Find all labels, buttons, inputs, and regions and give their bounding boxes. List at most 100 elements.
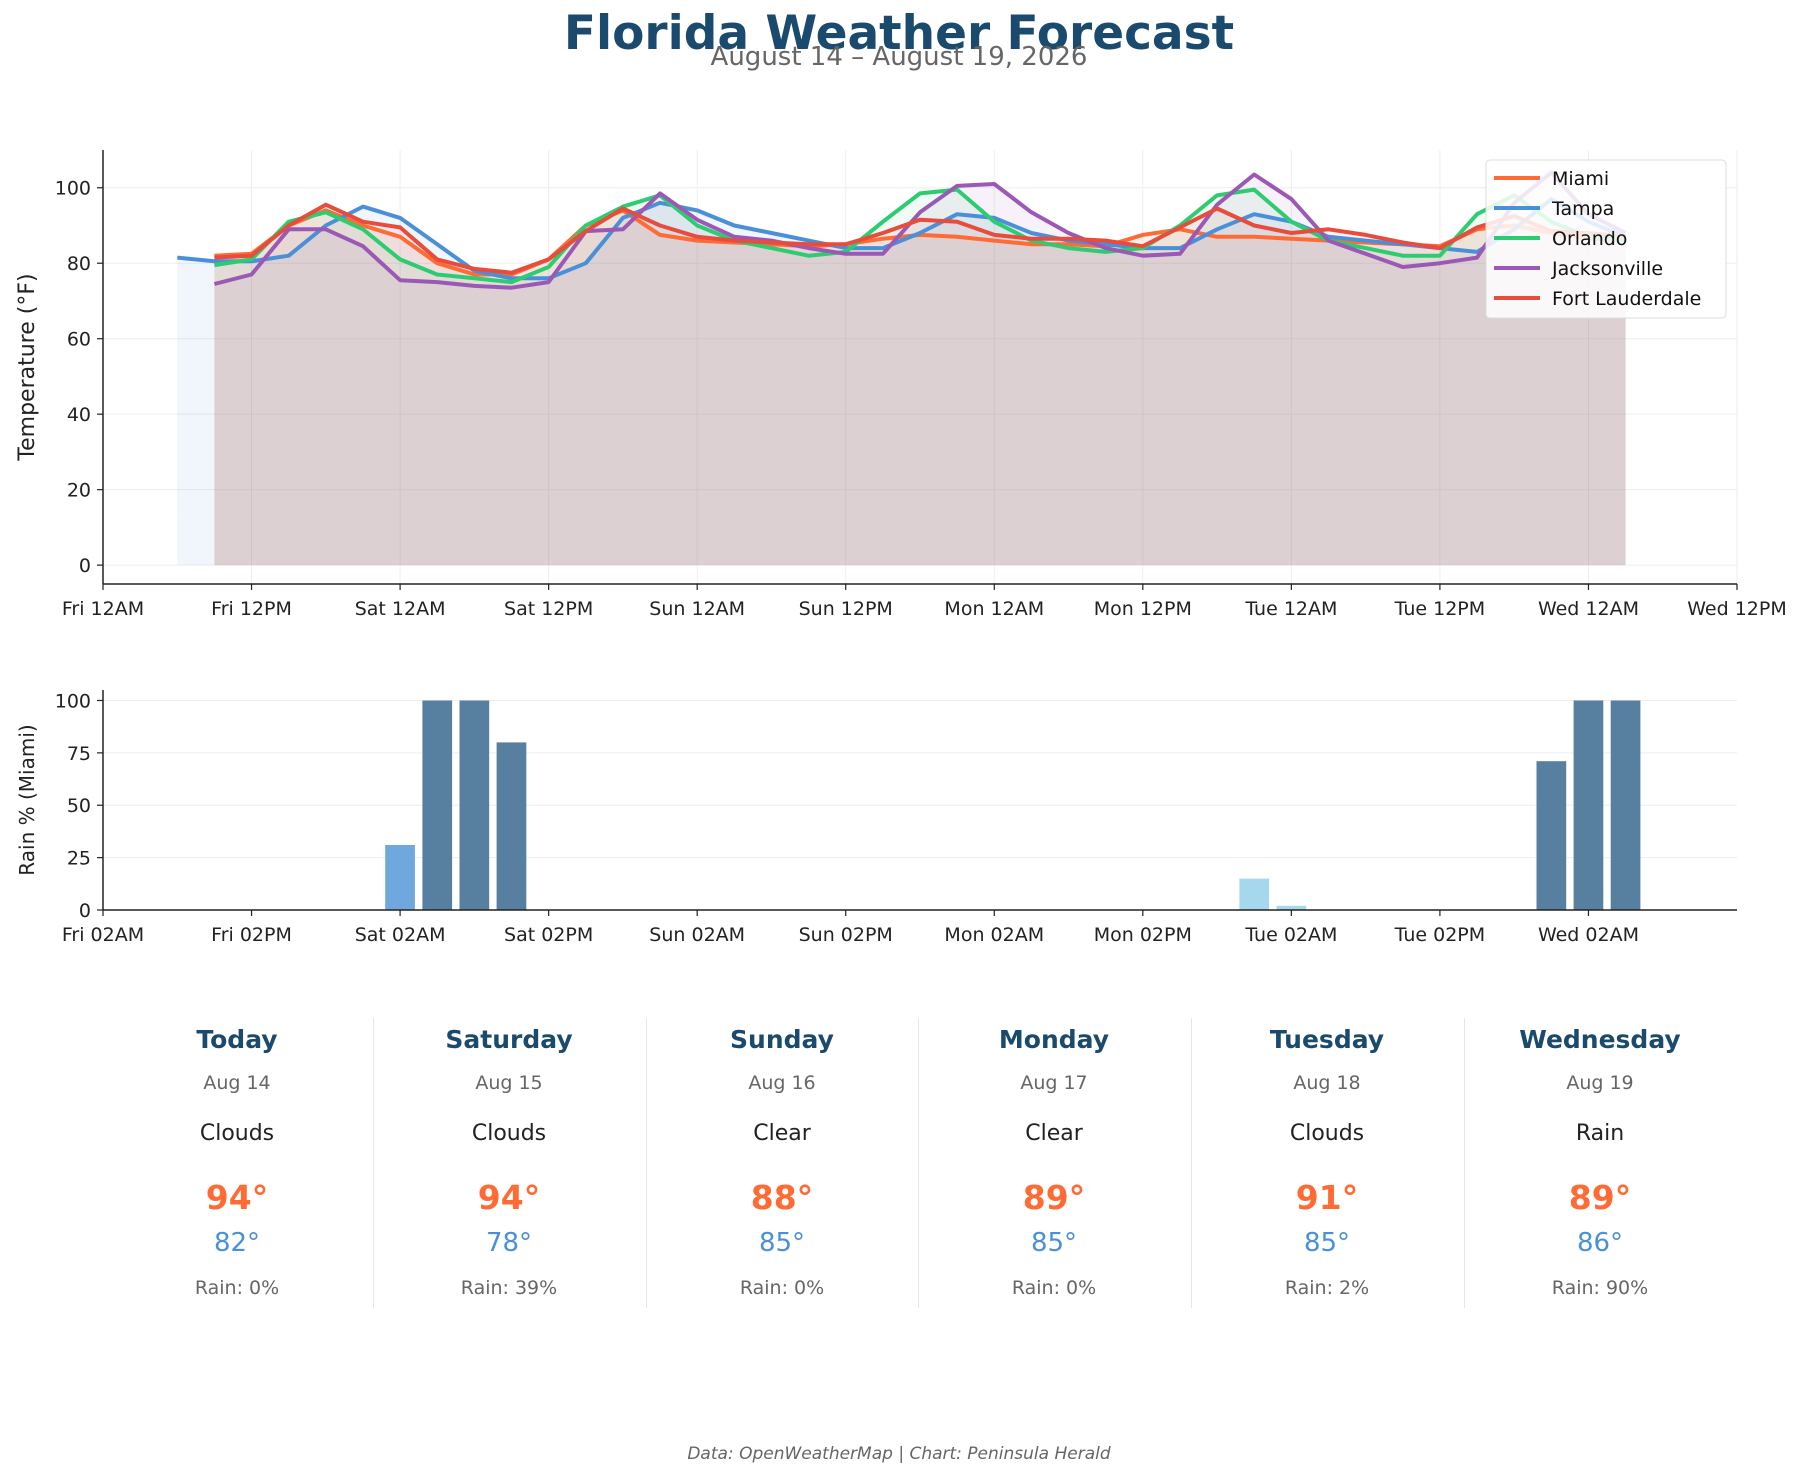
forecast-condition: Clouds: [471, 1121, 547, 1146]
y-tick-label: 80: [67, 253, 91, 275]
source-footer: Data: OpenWeatherMap | Chart: Peninsula …: [687, 1444, 1111, 1464]
forecast-day: Monday: [998, 1025, 1110, 1054]
legend-label: Orlando: [1552, 228, 1627, 250]
x-tick-label: Sun 12PM: [799, 598, 893, 620]
forecast-condition: Clear: [753, 1121, 811, 1146]
y-tick-label: 25: [67, 848, 91, 870]
legend-label: Fort Lauderdale: [1552, 288, 1701, 310]
x-tick-label: Wed 12AM: [1538, 598, 1639, 620]
forecast-condition: Clouds: [1289, 1121, 1365, 1146]
y-tick-label: 60: [67, 329, 91, 351]
forecast-high: 89°: [1568, 1178, 1632, 1217]
x-tick-label: Tue 12PM: [1394, 598, 1486, 620]
y-axis-label: Temperature (°F): [15, 273, 40, 461]
rain-bar: [1610, 700, 1641, 910]
forecast-card-day-1: Today Aug 14 Clouds 94° 82° Rain: 0%: [101, 1015, 373, 1310]
y-tick-label: 0: [79, 900, 91, 922]
x-tick-label: Sat 02PM: [504, 924, 593, 946]
forecast-rain: Rain: 0%: [739, 1277, 825, 1299]
forecast-high: 94°: [477, 1178, 541, 1217]
forecast-high: 91°: [1295, 1178, 1359, 1217]
series-area: [214, 210, 1626, 566]
x-tick-label: Mon 12AM: [944, 598, 1044, 620]
forecast-day: Today: [196, 1025, 278, 1054]
y-axis-label: Rain % (Miami): [15, 724, 39, 875]
forecast-card-day-6: Wednesday Aug 19 Rain 89° 86° Rain: 90%: [1464, 1015, 1736, 1310]
forecast-low: 85°: [1030, 1228, 1078, 1258]
rain-bar: [1573, 700, 1604, 910]
forecast-rain: Rain: 0%: [194, 1277, 280, 1299]
forecast-card-day-3: Sunday Aug 16 Clear 88° 85° Rain: 0%: [646, 1015, 918, 1310]
x-tick-label: Mon 02PM: [1094, 924, 1192, 946]
legend-label: Tampa: [1551, 198, 1614, 220]
forecast-day: Wednesday: [1519, 1025, 1681, 1054]
y-tick-label: 0: [79, 555, 91, 577]
card-divider: [646, 1018, 647, 1308]
card-divider: [918, 1018, 919, 1308]
x-tick-label: Tue 02AM: [1244, 924, 1337, 946]
x-tick-label: Sun 02PM: [799, 924, 893, 946]
forecast-date: Aug 17: [1020, 1072, 1088, 1094]
y-tick-label: 50: [67, 795, 91, 817]
rain-bar: [1239, 878, 1270, 910]
series-area: [214, 204, 1626, 566]
forecast-rain: Rain: 2%: [1284, 1277, 1370, 1299]
chart-subtitle: August 14 – August 19, 2026: [710, 42, 1088, 72]
series-line: [177, 197, 1627, 281]
x-tick-label: Fri 02PM: [211, 924, 292, 946]
card-divider: [1464, 1018, 1465, 1308]
forecast-date: Aug 14: [203, 1072, 271, 1094]
daily-forecast-panel: Today Aug 14 Clouds 94° 82° Rain: 0% Sat…: [101, 1015, 1737, 1310]
forecast-rain: Rain: 0%: [1011, 1277, 1097, 1299]
x-tick-label: Sun 12AM: [649, 598, 745, 620]
x-tick-label: Tue 12AM: [1244, 598, 1337, 620]
forecast-date: Aug 19: [1566, 1072, 1634, 1094]
x-tick-label: Fri 02AM: [62, 924, 144, 946]
x-tick-label: Sat 12AM: [355, 598, 446, 620]
forecast-rain: Rain: 90%: [1551, 1277, 1649, 1299]
forecast-day: Saturday: [445, 1025, 573, 1054]
forecast-high: 88°: [750, 1178, 814, 1217]
rain-chart: 0 25 50 75 100 Fri 02AM Fri 02PM Sat 02AM Sat 02…: [15, 690, 1737, 946]
legend: Miami Tampa Orlando Jacksonville Fort Lauder…: [1485, 159, 1727, 319]
y-tick-label: 75: [67, 743, 91, 765]
rain-bar: [1276, 905, 1307, 910]
forecast-high: 89°: [1022, 1178, 1086, 1217]
y-tick-label: 100: [55, 178, 91, 200]
card-divider: [1191, 1018, 1192, 1308]
x-tick-label: Sun 02AM: [649, 924, 745, 946]
forecast-rain: Rain: 39%: [460, 1277, 558, 1299]
forecast-low: 85°: [758, 1228, 806, 1258]
forecast-date: Aug 18: [1293, 1072, 1361, 1094]
forecast-day: Tuesday: [1269, 1025, 1385, 1054]
forecast-day: Sunday: [730, 1025, 834, 1054]
y-tick-label: 20: [67, 480, 91, 502]
forecast-low: 78°: [485, 1228, 533, 1258]
x-tick-label: Fri 12AM: [62, 598, 144, 620]
y-tick-label: 100: [55, 690, 91, 712]
forecast-low: 85°: [1303, 1228, 1351, 1258]
forecast-card-day-2: Saturday Aug 15 Clouds 94° 78° Rain: 39%: [373, 1015, 645, 1310]
x-tick-label: Sat 02AM: [355, 924, 446, 946]
legend-label: Miami: [1552, 168, 1609, 190]
forecast-low: 86°: [1576, 1228, 1624, 1258]
x-tick-label: Wed 12PM: [1687, 598, 1787, 620]
rain-bar: [496, 742, 527, 910]
x-tick-label: Wed 02AM: [1538, 924, 1639, 946]
forecast-card-day-5: Tuesday Aug 18 Clouds 91° 85° Rain: 2%: [1191, 1015, 1463, 1310]
chart-title: Florida Weather Forecast: [563, 6, 1235, 61]
rain-bar: [459, 700, 490, 910]
series-area: [214, 189, 1626, 566]
x-tick-label: Sat 12PM: [504, 598, 593, 620]
forecast-condition: Rain: [1575, 1121, 1625, 1146]
temperature-chart: 0 20 40 60 80 100 Fri 12AM Fri 12PM Sat 12AM Sat …: [15, 150, 1787, 620]
rain-bar: [385, 845, 415, 910]
x-tick-label: Fri 12PM: [211, 598, 292, 620]
series-line: [214, 187, 1626, 285]
forecast-low: 82°: [213, 1228, 261, 1258]
forecast-condition: Clouds: [199, 1121, 275, 1146]
forecast-date: Aug 16: [748, 1072, 816, 1094]
legend-box: [1485, 159, 1727, 319]
x-tick-label: Mon 12PM: [1094, 598, 1192, 620]
card-divider: [373, 1018, 374, 1308]
